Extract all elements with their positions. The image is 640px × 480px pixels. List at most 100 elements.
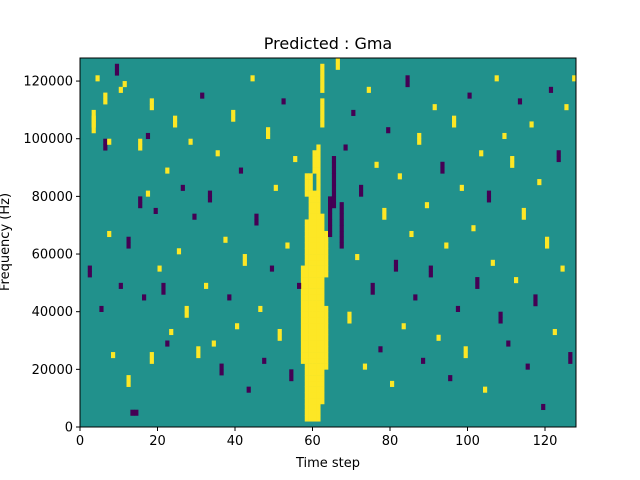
heatmap-cell (242, 254, 247, 261)
heatmap-cell (316, 334, 321, 341)
heatmap-cell (401, 323, 406, 330)
heatmap-cell (312, 150, 317, 157)
heatmap-cell (320, 104, 325, 111)
heatmap-cell (312, 207, 317, 214)
heatmap-cell (169, 328, 174, 336)
heatmap-cell (118, 282, 123, 289)
x-axis-title: Time step (295, 456, 360, 471)
heatmap-cell (339, 202, 344, 209)
heatmap-cell (184, 311, 189, 318)
heatmap-cell (312, 294, 317, 301)
heatmap-cell (308, 328, 313, 336)
heatmap-cell (417, 132, 422, 140)
heatmap-cell (223, 236, 228, 243)
heatmap-cell (475, 282, 480, 289)
heatmap-cell (339, 236, 344, 243)
heatmap-cell (521, 207, 526, 214)
heatmap-cell (304, 340, 309, 347)
heatmap-cell (537, 179, 542, 186)
heatmap-cell (231, 115, 236, 122)
heatmap-cell (304, 173, 309, 180)
heatmap-cell (316, 173, 321, 180)
heatmap-cell (308, 357, 313, 364)
heatmap-cell (161, 288, 166, 295)
heatmap-cell (180, 184, 185, 191)
heatmap-cell (184, 305, 189, 312)
heatmap-cell (273, 184, 278, 191)
heatmap-cell (254, 213, 259, 220)
heatmap-cell (308, 225, 313, 232)
heatmap-cell (324, 271, 329, 278)
heatmap-cell (498, 317, 503, 324)
heatmap-cell (452, 121, 457, 128)
heatmap-cell (351, 109, 356, 116)
heatmap-cell (312, 277, 317, 284)
heatmap-cell (548, 86, 554, 93)
heatmap-cell (339, 207, 344, 214)
heatmap-cell (440, 167, 445, 174)
heatmap-cell (308, 334, 313, 341)
heatmap-cell (316, 305, 321, 312)
heatmap-cell (312, 392, 317, 399)
heatmap-cell (308, 196, 313, 203)
heatmap-cell (304, 294, 309, 301)
heatmap-cell (114, 69, 120, 76)
heatmap-cell (312, 352, 317, 359)
heatmap-cell (308, 179, 313, 186)
heatmap-cell (316, 415, 321, 422)
heatmap-cell (238, 167, 244, 174)
heatmap (80, 58, 577, 427)
heatmap-cell (331, 196, 337, 203)
heatmap-cell (498, 311, 503, 318)
heatmap-cell (316, 156, 321, 163)
heatmap-cell (316, 259, 321, 266)
heatmap-cell (320, 311, 325, 318)
heatmap-cell (312, 259, 317, 266)
heatmap-cell (107, 230, 112, 238)
heatmap-cell (304, 236, 309, 243)
x-tick-label: 100 (455, 434, 480, 449)
heatmap-cell (114, 63, 120, 70)
heatmap-cell (312, 167, 317, 174)
chart-title: Predicted : Gma (264, 34, 392, 53)
y-tick-label: 80000 (32, 190, 73, 205)
heatmap-cell (320, 242, 325, 249)
heatmap-cell (188, 138, 193, 145)
heatmap-cell (312, 415, 317, 422)
heatmap-cell (316, 248, 321, 255)
heatmap-cell (308, 415, 313, 422)
heatmap-cell (312, 323, 317, 330)
heatmap-cell (320, 334, 325, 341)
heatmap-cell (304, 357, 309, 364)
heatmap-cell (324, 242, 329, 249)
heatmap-cell (242, 259, 247, 266)
x-tick-label: 80 (382, 434, 399, 449)
heatmap-cell (312, 334, 317, 341)
heatmap-cell (564, 104, 569, 111)
heatmap-cell (300, 311, 306, 318)
heatmap-cell (374, 161, 379, 168)
plot-frame (79, 57, 577, 428)
heatmap-cell (324, 254, 329, 261)
heatmap-cell (254, 219, 259, 226)
heatmap-cell (347, 317, 352, 324)
heatmap-cell (300, 346, 306, 353)
heatmap-cell (320, 254, 325, 261)
heatmap-cell (316, 254, 321, 261)
x-tick-label: 120 (533, 434, 558, 449)
heatmap-cell (308, 317, 313, 324)
heatmap-cell (277, 334, 282, 341)
y-tick-label: 100000 (23, 132, 73, 147)
heatmap-cell (556, 150, 561, 157)
heatmap-cell (366, 86, 371, 93)
heatmap-cell (335, 58, 340, 65)
heatmap-cell (134, 409, 139, 416)
heatmap-cell (304, 282, 309, 289)
heatmap-cell (316, 242, 321, 249)
heatmap-cell (149, 104, 154, 111)
heatmap-cell (111, 352, 116, 359)
heatmap-cell (308, 363, 313, 370)
x-tick-label: 0 (76, 434, 84, 449)
heatmap-cell (145, 190, 151, 197)
